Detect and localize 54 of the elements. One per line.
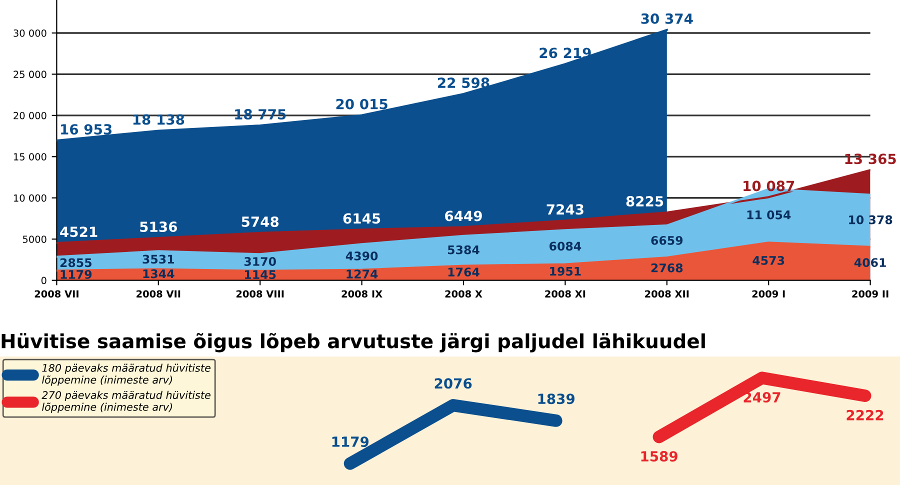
y-tick-label: 25 000: [14, 70, 46, 78]
data-label: 11 054: [747, 210, 791, 220]
data-label: 5748: [242, 216, 279, 227]
chart-title: Hüvitise saamise õigus lõpeb arvutuste järgi paljudel lähikuudel: [2, 333, 705, 352]
data-label: 3170: [244, 257, 276, 266]
data-label: 16 953: [61, 124, 112, 135]
data-label: 18 138: [133, 114, 184, 125]
x-tick-label: 2008 VII: [34, 290, 78, 298]
data-label: 1179: [60, 270, 92, 279]
legend-label: 270 päevaks määratud hüvitiste lõppemine (inimeste arv): [42, 390, 210, 413]
data-label: 8225: [626, 196, 664, 207]
data-label: 1951: [550, 266, 581, 276]
data-label: 30 374: [641, 13, 693, 24]
data-label: 10 087: [744, 180, 794, 192]
data-label: 2768: [651, 263, 683, 272]
data-label: 4521: [60, 226, 98, 238]
data-label: 1344: [143, 269, 174, 278]
data-label: 5384: [448, 245, 480, 254]
x-tick-label: 2008 IX: [342, 290, 382, 298]
x-tick-label: 2009 I: [752, 290, 785, 298]
data-label: 20 015: [336, 98, 388, 110]
data-label: 2855: [60, 258, 92, 268]
data-label: 2076: [434, 378, 472, 389]
y-tick-label: 20 000: [14, 112, 46, 120]
data-label: 6449: [445, 210, 482, 222]
data-label: 1839: [538, 394, 575, 404]
y-tick-label: 0: [41, 276, 46, 284]
data-label: 1589: [641, 451, 678, 462]
x-tick-label: 2008 VIII: [236, 290, 284, 298]
y-tick-label: 5000: [22, 236, 46, 243]
y-tick-label: 15 000: [14, 153, 46, 160]
data-label: 4573: [752, 256, 784, 265]
data-label: 2222: [846, 410, 884, 420]
x-tick-label: 2008 XII: [645, 290, 689, 298]
data-label: 1764: [448, 268, 480, 276]
y-tick-label: 30 000: [14, 29, 46, 37]
data-label: 1145: [245, 270, 276, 280]
data-label: 22 598: [438, 78, 490, 88]
data-label: 5136: [140, 222, 177, 232]
data-label: 1179: [332, 436, 369, 447]
y-tick-label: 10 000: [14, 194, 46, 202]
x-tick-label: 2009 II: [852, 290, 888, 298]
data-label: 6084: [550, 242, 582, 251]
data-label: 3531: [142, 254, 174, 264]
data-label: 7243: [546, 204, 584, 215]
x-tick-label: 2008 X: [445, 290, 482, 298]
data-label: 4390: [346, 251, 378, 260]
data-label: 1274: [346, 270, 378, 278]
legend-label: 180 päevaks määratud hüvitiste lõppemine (inimeste arv): [42, 364, 210, 386]
x-tick-label: 2008 XI: [545, 290, 586, 298]
x-tick-label: 2008 VII: [136, 290, 180, 298]
data-label: 6145: [343, 213, 380, 224]
data-label: 6659: [651, 236, 683, 245]
data-label: 2497: [744, 392, 780, 403]
